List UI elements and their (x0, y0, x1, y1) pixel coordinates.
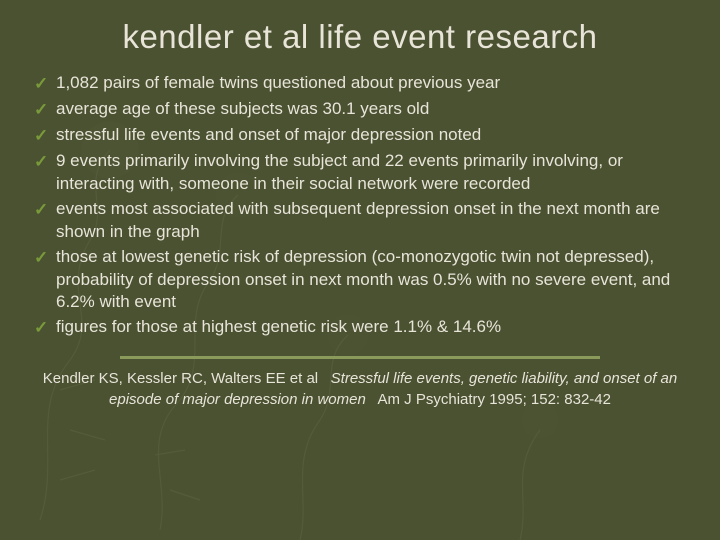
bullet-text: stressful life events and onset of major… (56, 124, 686, 147)
divider (120, 356, 600, 359)
bullet-text: those at lowest genetic risk of depressi… (56, 246, 686, 315)
bullet-text: figures for those at highest genetic ris… (56, 316, 686, 339)
list-item: ✓ those at lowest genetic risk of depres… (34, 246, 686, 315)
list-item: ✓ 1,082 pairs of female twins questioned… (34, 72, 686, 96)
check-icon: ✓ (34, 124, 56, 148)
citation-authors: Kendler KS, Kessler RC, Walters EE et al (43, 370, 318, 387)
check-icon: ✓ (34, 150, 56, 174)
bullet-text: 9 events primarily involving the subject… (56, 150, 686, 196)
list-item: ✓ stressful life events and onset of maj… (34, 124, 686, 148)
slide: kendler et al life event research ✓ 1,08… (0, 0, 720, 540)
list-item: ✓ events most associated with subsequent… (34, 198, 686, 244)
check-icon: ✓ (34, 198, 56, 222)
bullet-text: average age of these subjects was 30.1 y… (56, 98, 686, 121)
bullet-text: events most associated with subsequent d… (56, 198, 686, 244)
citation: Kendler KS, Kessler RC, Walters EE et al… (28, 369, 692, 410)
check-icon: ✓ (34, 316, 56, 340)
check-icon: ✓ (34, 246, 56, 270)
list-item: ✓ 9 events primarily involving the subje… (34, 150, 686, 196)
check-icon: ✓ (34, 72, 56, 96)
list-item: ✓ average age of these subjects was 30.1… (34, 98, 686, 122)
slide-title: kendler et al life event research (28, 18, 692, 56)
bullet-text: 1,082 pairs of female twins questioned a… (56, 72, 686, 95)
bullet-list: ✓ 1,082 pairs of female twins questioned… (28, 72, 692, 340)
check-icon: ✓ (34, 98, 56, 122)
list-item: ✓ figures for those at highest genetic r… (34, 316, 686, 340)
citation-journal: Am J Psychiatry 1995; 152: 832-42 (378, 391, 611, 408)
